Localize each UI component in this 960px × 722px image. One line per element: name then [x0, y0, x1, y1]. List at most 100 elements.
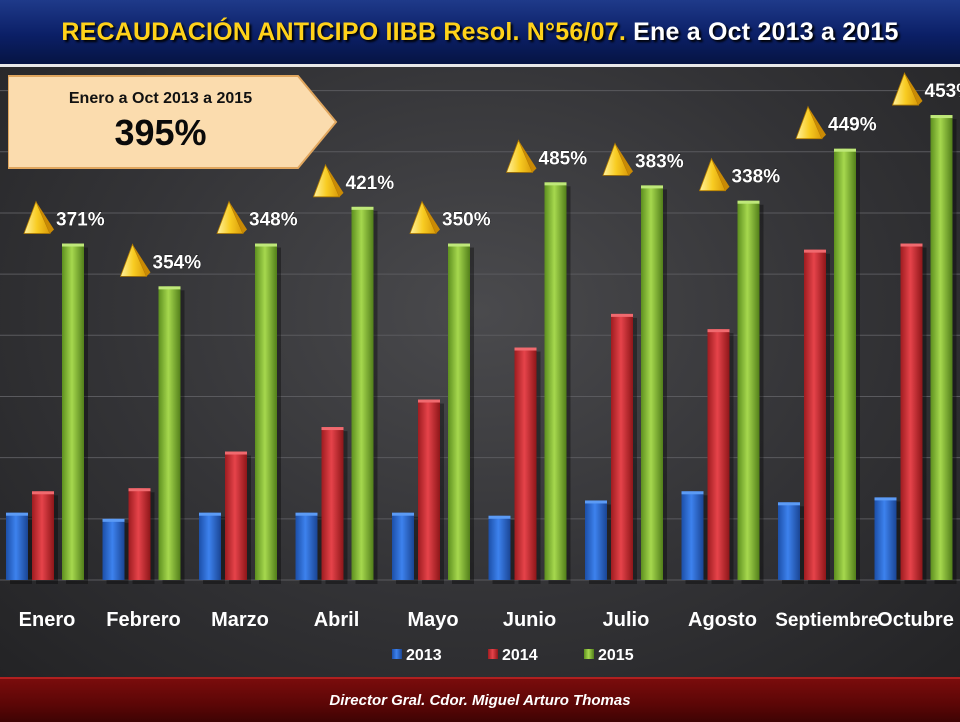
- growth-label: 348%: [249, 210, 298, 231]
- growth-marker-julio: 383%: [603, 143, 684, 175]
- growth-marker-enero: 371%: [24, 202, 105, 234]
- bar-2013-junio: [489, 516, 511, 580]
- bar-2015-febrero: [159, 286, 181, 580]
- growth-label: 371%: [56, 210, 105, 231]
- growth-marker-agosto: 338%: [700, 159, 781, 191]
- total-growth-callout: Enero a Oct 2013 a 2015 395%: [8, 74, 338, 170]
- bar-2015-enero: [62, 244, 84, 580]
- bar-cap: [418, 400, 440, 403]
- bar-cap: [641, 185, 663, 188]
- legend-swatch-2015: [584, 649, 594, 659]
- category-label-enero: Enero: [19, 609, 76, 631]
- category-label-mayo: Mayo: [407, 609, 458, 631]
- footer-text: Director Gral. Cdor. Miguel Arturo Thoma…: [329, 692, 630, 709]
- growth-label: 485%: [539, 148, 588, 169]
- bar-2013-septiembre: [778, 502, 800, 580]
- bar-2013-julio: [585, 500, 607, 580]
- bar-2013-mayo: [392, 513, 414, 580]
- category-label-octubre: Octubre: [877, 609, 954, 631]
- bar-cap: [352, 207, 374, 210]
- bar-cap: [129, 488, 151, 491]
- bar-2015-septiembre: [834, 149, 856, 580]
- legend-label-2014: 2014: [502, 647, 538, 664]
- bar-cap: [738, 201, 760, 204]
- growth-marker-junio: 485%: [507, 140, 588, 172]
- bar-2015-octubre: [931, 115, 953, 580]
- growth-label: 354%: [153, 252, 202, 273]
- bar-cap: [322, 427, 344, 430]
- bar-2015-abril: [352, 207, 374, 580]
- bar-2013-febrero: [103, 519, 125, 580]
- bar-cap: [489, 516, 511, 519]
- bar-2015-mayo: [448, 244, 470, 580]
- bar-cap: [611, 314, 633, 317]
- callout-value: 395%: [8, 112, 313, 154]
- bar-2014-julio: [611, 314, 633, 580]
- bar-cap: [585, 500, 607, 503]
- bar-cap: [159, 286, 181, 289]
- bar-2014-febrero: [129, 488, 151, 580]
- bar-cap: [392, 513, 414, 516]
- bar-cap: [834, 149, 856, 152]
- legend: 2013 2014 2015: [392, 647, 634, 664]
- bar-2015-junio: [545, 182, 567, 580]
- bar-cap: [296, 513, 318, 516]
- bar-cap: [682, 491, 704, 494]
- bar-cap: [225, 452, 247, 455]
- bar-2013-marzo: [199, 513, 221, 580]
- bar-2015-julio: [641, 185, 663, 580]
- bar-cap: [545, 182, 567, 185]
- growth-marker-octubre: 453%: [893, 73, 960, 105]
- bar-cap: [6, 513, 28, 516]
- category-label-marzo: Marzo: [211, 609, 269, 631]
- bar-2013-enero: [6, 513, 28, 580]
- bar-cap: [255, 244, 277, 247]
- bar-cap: [103, 519, 125, 522]
- category-label-febrero: Febrero: [106, 609, 180, 631]
- bar-2013-octubre: [875, 497, 897, 580]
- bar-cap: [199, 513, 221, 516]
- bar-cap: [32, 491, 54, 494]
- growth-label: 338%: [732, 167, 781, 188]
- callout-label: Enero a Oct 2013 a 2015: [8, 90, 313, 108]
- bar-cap: [804, 250, 826, 253]
- bar-2014-septiembre: [804, 250, 826, 580]
- bar-cap: [778, 502, 800, 505]
- bar-cap: [901, 244, 923, 247]
- category-label-septiembre: Septiembre: [775, 610, 878, 631]
- bar-2014-agosto: [708, 329, 730, 580]
- bar-2015-agosto: [738, 201, 760, 580]
- category-label-junio: Junio: [503, 609, 556, 631]
- legend-label-2013: 2013: [406, 647, 442, 664]
- growth-label: 453%: [925, 81, 960, 102]
- bar-cap: [62, 244, 84, 247]
- bar-2014-mayo: [418, 400, 440, 580]
- category-label-julio: Julio: [603, 609, 650, 631]
- legend-swatch-2013: [392, 649, 402, 659]
- bar-2014-octubre: [901, 244, 923, 580]
- bars: [6, 115, 957, 584]
- bar-2014-junio: [515, 348, 537, 580]
- growth-marker-febrero: 354%: [121, 244, 202, 276]
- bar-cap: [875, 497, 897, 500]
- bar-2013-agosto: [682, 491, 704, 580]
- bar-cap: [515, 348, 537, 351]
- category-label-abril: Abril: [314, 609, 360, 631]
- bar-cap: [448, 244, 470, 247]
- growth-label: 350%: [442, 210, 491, 231]
- footer-bar: Director Gral. Cdor. Miguel Arturo Thoma…: [0, 677, 960, 722]
- bar-2014-abril: [322, 427, 344, 580]
- growth-label: 383%: [635, 151, 684, 172]
- growth-label: 449%: [828, 115, 877, 136]
- legend-label-2015: 2015: [598, 647, 634, 664]
- growth-marker-septiembre: 449%: [796, 107, 877, 139]
- legend-swatch-2014: [488, 649, 498, 659]
- growth-marker-marzo: 348%: [217, 202, 298, 234]
- bar-2015-marzo: [255, 244, 277, 580]
- bar-cap: [708, 329, 730, 332]
- bar-cap: [931, 115, 953, 118]
- bar-2014-enero: [32, 491, 54, 580]
- bar-2014-marzo: [225, 452, 247, 580]
- growth-marker-mayo: 350%: [410, 202, 491, 234]
